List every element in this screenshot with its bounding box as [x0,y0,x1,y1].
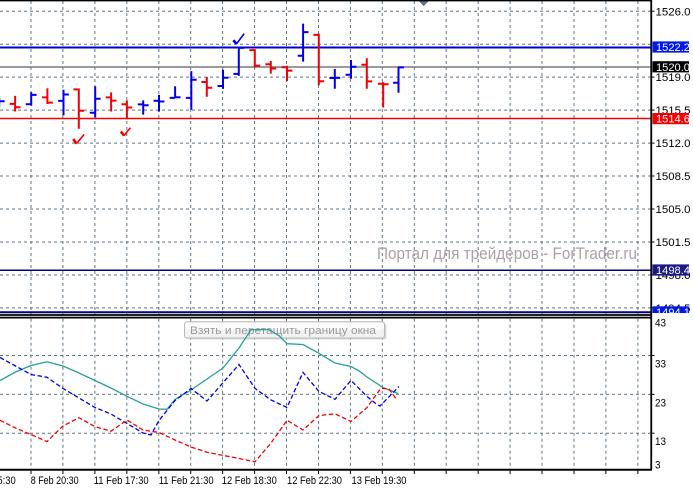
svg-text:Портал для трейдеров - ForTrad: Портал для трейдеров - ForTrader.ru [377,245,637,263]
svg-text:1526.0: 1526.0 [656,6,691,18]
svg-text:1505.0: 1505.0 [656,204,691,216]
svg-text:1494.1: 1494.1 [656,307,690,319]
svg-text:13 Feb 19:30: 13 Feb 19:30 [352,475,407,486]
svg-text:8 Feb 20:30: 8 Feb 20:30 [31,475,79,486]
svg-text:11 Feb 17:30: 11 Feb 17:30 [94,475,149,486]
svg-text:Взять и перетащить границу окн: Взять и перетащить границу окна [190,325,377,337]
svg-text:1514.6: 1514.6 [656,114,690,126]
svg-text:3: 3 [655,459,661,471]
svg-text:1512.0: 1512.0 [656,138,691,150]
svg-text:33: 33 [655,358,666,370]
svg-text:13: 13 [655,436,666,448]
svg-text:11 Feb 21:30: 11 Feb 21:30 [159,475,214,486]
svg-text:1519.0: 1519.0 [656,72,691,84]
svg-text:15:30: 15:30 [0,475,16,486]
svg-text:12 Feb 18:30: 12 Feb 18:30 [222,475,277,486]
svg-text:43: 43 [655,318,666,330]
svg-text:1522.2: 1522.2 [656,42,690,54]
svg-text:1508.5: 1508.5 [656,171,691,183]
svg-text:12 Feb 22:30: 12 Feb 22:30 [287,475,342,486]
svg-text:1498.4: 1498.4 [656,265,690,277]
svg-text:1501.5: 1501.5 [656,237,691,249]
svg-text:23: 23 [655,397,666,409]
svg-text:1520.0: 1520.0 [656,62,690,74]
